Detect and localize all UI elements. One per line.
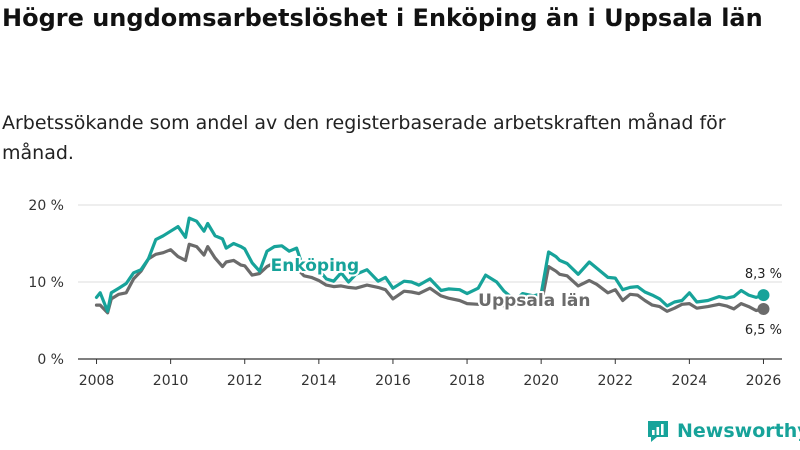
labels: Enköping Uppsala län 8,3 % 6,5 %	[269, 254, 782, 338]
series-endpoint-enkoping	[757, 289, 770, 302]
x-tick-label: 2010	[153, 373, 189, 389]
brand-logo: Newsworthy	[645, 418, 800, 444]
x-tick-label: 2020	[523, 373, 559, 389]
y-tick-label: 20 %	[28, 198, 64, 214]
series-line-enkoping	[94, 216, 766, 313]
x-tick-label: 2016	[375, 373, 411, 389]
x-tick-label: 2008	[79, 373, 115, 389]
end-value-label-enkoping: 8,3 %	[745, 267, 782, 282]
x-tick-label: 2012	[227, 373, 263, 389]
brand-name: Newsworthy	[677, 420, 800, 442]
axes: 0 % 10 % 20 % 2008 2010 2012 2014 2016 2018 2020 2…	[28, 198, 782, 389]
x-tick-label: 2014	[301, 373, 337, 389]
x-tick-label: 2026	[746, 373, 782, 389]
series-label-uppsala: Uppsala län	[478, 291, 590, 311]
chart-subtitle: Arbetssökande som andel av den registerb…	[2, 112, 726, 164]
series-line-uppsala	[94, 242, 766, 315]
x-tick-label: 2018	[449, 373, 485, 389]
series-label-enkoping: Enköping	[271, 256, 360, 276]
x-tick-label: 2024	[672, 373, 708, 389]
series-lines	[94, 216, 770, 315]
x-tick-label: 2022	[597, 373, 633, 389]
gridlines	[78, 204, 782, 283]
end-value-label-uppsala: 6,5 %	[745, 323, 782, 338]
y-tick-label: 0 %	[37, 352, 64, 368]
series-endpoint-uppsala	[757, 302, 770, 315]
chart-title: Högre ungdomsarbetslöshet i Enköping än …	[2, 4, 763, 32]
newsworthy-logo-icon	[648, 421, 668, 442]
y-tick-label: 10 %	[28, 275, 64, 291]
